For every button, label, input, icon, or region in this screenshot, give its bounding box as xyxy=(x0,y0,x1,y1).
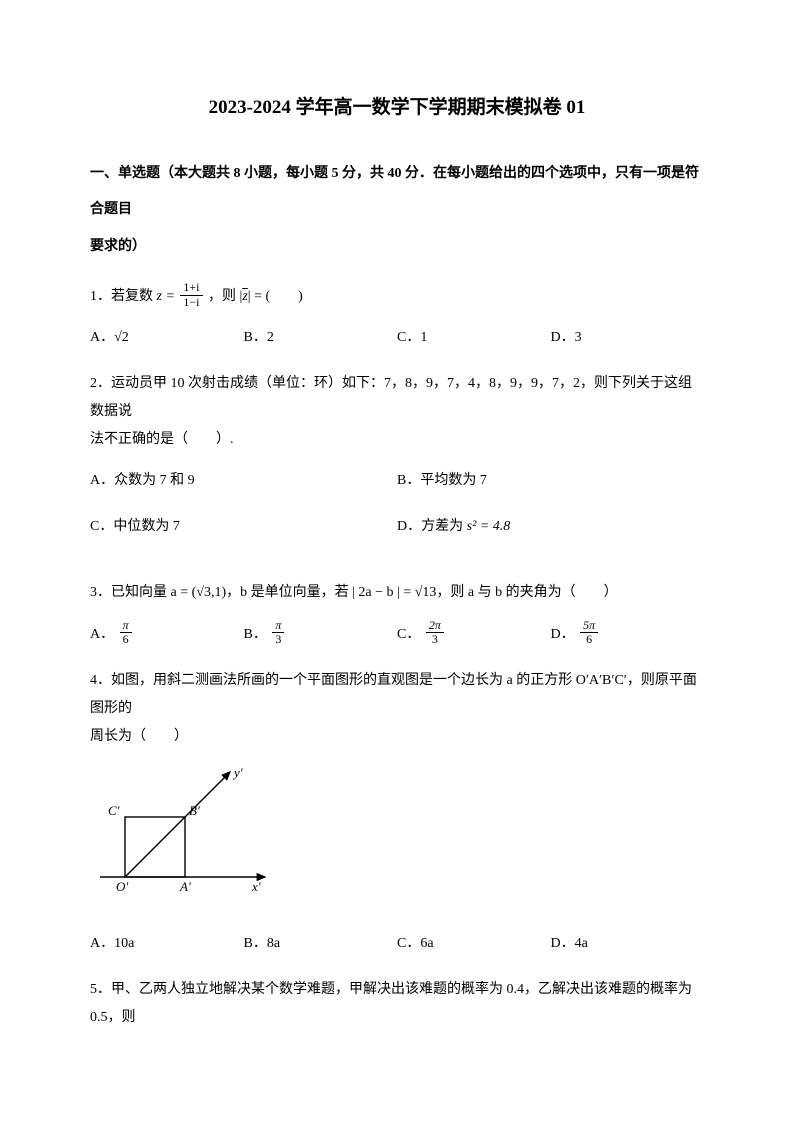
q4-stem1: 4．如图，用斜二测画法所画的一个平面图形的直观图是一个边长为 a 的正方形 O′… xyxy=(90,673,697,716)
q1-stem-c: = ( ) xyxy=(254,289,303,304)
q4-opt-b: B．8a xyxy=(244,931,398,958)
instr-line1: 一、单选题（本大题共 8 小题，每小题 5 分，共 40 分．在每小题给出的四个… xyxy=(90,166,699,217)
q1-zbar-z: z xyxy=(242,289,247,304)
label-Bprime: B′ xyxy=(189,803,200,818)
q3-opt-a: A． π6 xyxy=(90,621,244,649)
q3-a-pre: A． xyxy=(90,627,114,642)
q1-zbar: |z| xyxy=(240,283,251,311)
q3-b-den: 3 xyxy=(272,633,284,646)
instr-line2: 要求的） xyxy=(90,239,146,254)
q1-fraction: 1+i 1−i xyxy=(180,281,202,308)
question-3: 3．已知向量 a = (√3,1)，b 是单位向量，若 | 2a − b | =… xyxy=(90,579,704,607)
q1-stem-b: ，则 xyxy=(208,289,236,304)
label-Cprime: C′ xyxy=(108,803,120,818)
q3-d-den: 6 xyxy=(580,633,598,646)
q1-opt-c: C．1 xyxy=(397,325,551,352)
q1-stem-a: 1．若复数 xyxy=(90,289,157,304)
q1-frac-den: 1−i xyxy=(180,296,202,309)
q3-b-num: π xyxy=(272,619,284,633)
q2-options: A．众数为 7 和 9 B．平均数为 7 C．中位数为 7 D．方差为 s² =… xyxy=(90,468,704,561)
q2-stem1: 2．运动员甲 10 次射击成绩（单位：环）如下：7，8，9，7，4，8，9，9，… xyxy=(90,376,692,419)
q2-opt-c: C．中位数为 7 xyxy=(90,514,397,541)
q4-stem2: 周长为（ ） xyxy=(90,729,188,744)
label-Oprime: O′ xyxy=(116,879,128,894)
q4-opt-c: C．6a xyxy=(397,931,551,958)
q1-frac-num: 1+i xyxy=(180,281,202,295)
question-2: 2．运动员甲 10 次射击成绩（单位：环）如下：7，8，9，7，4，8，9，9，… xyxy=(90,370,704,454)
q4-opt-d: D．4a xyxy=(551,931,705,958)
q3-b-pre: B． xyxy=(244,627,267,642)
q1-z-eq: z = xyxy=(157,289,175,304)
q4-figure: O′ A′ B′ C′ x′ y′ xyxy=(90,757,704,918)
q1-opt-d: D．3 xyxy=(551,325,705,352)
q3-a-den: 6 xyxy=(120,633,132,646)
q2-opt-d-pre: D．方差为 xyxy=(397,519,463,534)
question-1: 1．若复数 z = 1+i 1−i ，则 |z| = ( ) xyxy=(90,283,704,311)
q3-opt-d: D． 5π6 xyxy=(551,621,705,649)
q3-a-num: π xyxy=(120,619,132,633)
exam-title: 2023-2024 学年高一数学下学期期末模拟卷 01 xyxy=(90,90,704,126)
section-instructions: 一、单选题（本大题共 8 小题，每小题 5 分，共 40 分．在每小题给出的四个… xyxy=(90,156,704,265)
page: 2023-2024 学年高一数学下学期期末模拟卷 01 一、单选题（本大题共 8… xyxy=(0,0,794,1072)
label-Aprime: A′ xyxy=(179,879,191,894)
q3-opt-b: B． π3 xyxy=(244,621,398,649)
q4-opt-a: A．10a xyxy=(90,931,244,958)
q3-c-num: 2π xyxy=(426,619,444,633)
q2-opt-d: D．方差为 s² = 4.8 xyxy=(397,514,704,541)
q2-opt-b: B．平均数为 7 xyxy=(397,468,704,495)
question-4: 4．如图，用斜二测画法所画的一个平面图形的直观图是一个边长为 a 的正方形 O′… xyxy=(90,667,704,751)
label-yprime: y′ xyxy=(232,765,243,780)
q1-opt-b: B．2 xyxy=(244,325,398,352)
q3-opt-c: C． 2π3 xyxy=(397,621,551,649)
question-5: 5．甲、乙两人独立地解决某个数学难题，甲解决出该难题的概率为 0.4，乙解决出该… xyxy=(90,976,704,1032)
q3-c-den: 3 xyxy=(426,633,444,646)
q2-opt-a: A．众数为 7 和 9 xyxy=(90,468,397,495)
q5-stem: 5．甲、乙两人独立地解决某个数学难题，甲解决出该难题的概率为 0.4，乙解决出该… xyxy=(90,982,692,1025)
q1-options: A．√2 B．2 C．1 D．3 xyxy=(90,325,704,352)
q3-stem: 3．已知向量 a = (√3,1)，b 是单位向量，若 | 2a − b | =… xyxy=(90,585,618,600)
q4-svg: O′ A′ B′ C′ x′ y′ xyxy=(90,757,280,907)
q4-options: A．10a B．8a C．6a D．4a xyxy=(90,931,704,958)
q1-opt-a: A．√2 xyxy=(90,325,244,352)
q2-opt-d-expr: s² = 4.8 xyxy=(467,519,511,534)
q2-stem2: 法不正确的是（ ）. xyxy=(90,432,234,447)
q3-d-pre: D． xyxy=(551,627,575,642)
q3-c-pre: C． xyxy=(397,627,420,642)
q3-d-num: 5π xyxy=(580,619,598,633)
q3-options: A． π6 B． π3 C． 2π3 D． 5π6 xyxy=(90,621,704,649)
label-xprime: x′ xyxy=(251,879,261,894)
